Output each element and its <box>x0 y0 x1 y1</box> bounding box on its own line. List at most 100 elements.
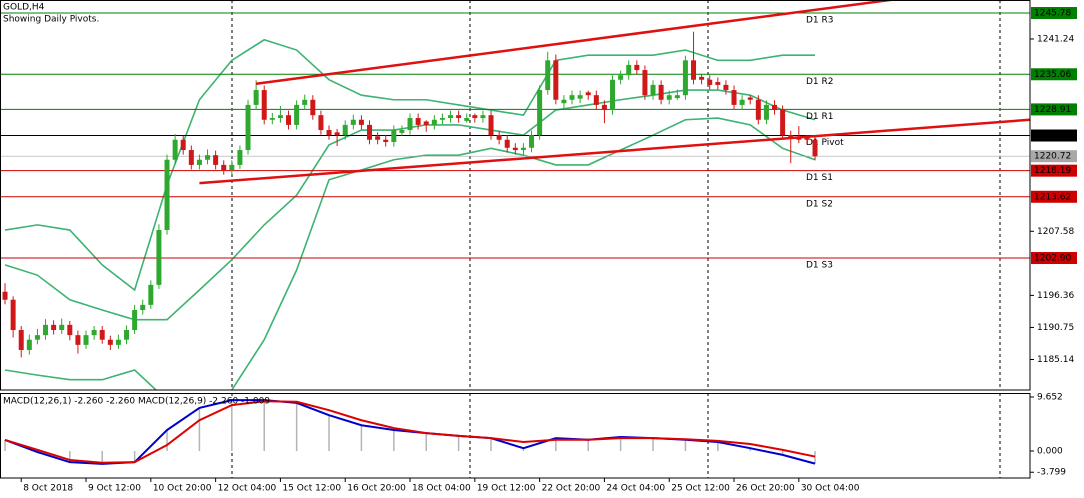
candle-body <box>739 99 745 105</box>
chart-subtitle: Showing Daily Pivots. <box>3 15 99 25</box>
trendline <box>199 118 1030 185</box>
candle-body <box>772 104 778 111</box>
candle-body <box>415 118 421 125</box>
candle-body <box>439 118 445 120</box>
candle-body <box>796 138 802 140</box>
candle-body <box>747 97 753 100</box>
candle-body <box>504 139 510 148</box>
candle-body <box>140 304 146 311</box>
candle-body <box>375 136 381 140</box>
x-tick-label: 22 Oct 20:00 <box>542 484 601 494</box>
candle-body <box>423 121 429 125</box>
candle-body <box>156 230 162 285</box>
pivot-name: D1 S3 <box>806 261 833 271</box>
pivot-price-box <box>1031 68 1077 81</box>
candle-body <box>626 64 632 76</box>
y-tick-label: 1190.75 <box>1037 323 1074 333</box>
pivot-name: D1 S2 <box>806 199 833 209</box>
candle-body <box>610 79 616 111</box>
price-frame <box>0 0 1031 391</box>
pivot-price-label: 1218.19 <box>1034 166 1071 176</box>
candle-body <box>229 164 235 171</box>
candle-body <box>277 115 283 119</box>
candle-body <box>294 104 300 125</box>
candle-body <box>448 115 454 119</box>
band-line <box>4 117 816 390</box>
candle-body <box>205 155 211 160</box>
candle-body <box>585 92 591 96</box>
candle-body <box>577 95 583 99</box>
pivot-price-label: 1228.91 <box>1034 105 1071 115</box>
pivot-price-label: 1235.06 <box>1034 70 1071 80</box>
candle-body <box>488 115 494 136</box>
candle-body <box>480 115 486 119</box>
pivot-price-box <box>1031 7 1077 20</box>
candle-body <box>326 130 332 136</box>
candle-body <box>172 139 178 160</box>
candle-body <box>358 119 364 125</box>
candle-body <box>67 324 73 336</box>
y-tick-label: 0.000 <box>1037 446 1063 456</box>
candle-body <box>682 60 688 96</box>
candle-body <box>391 130 397 143</box>
candle-body <box>561 99 567 104</box>
candle-body <box>472 115 478 119</box>
y-tick-label: 1185.14 <box>1037 355 1074 365</box>
candle-body <box>642 70 648 96</box>
x-tick-label: 24 Oct 04:00 <box>606 484 665 494</box>
candle-body <box>51 324 57 331</box>
candle-body <box>91 330 97 336</box>
pivot-price-box <box>1031 190 1077 203</box>
candle-body <box>545 60 551 91</box>
candle-body <box>302 99 308 105</box>
band-line <box>4 38 816 292</box>
pivot-name: D1 R2 <box>806 77 834 87</box>
candle-body <box>367 124 373 140</box>
y-tick-label: 1241.24 <box>1037 34 1074 44</box>
candle-body <box>520 147 526 151</box>
candle-body <box>342 124 348 136</box>
candle-body <box>164 159 170 231</box>
candle-body <box>601 104 607 111</box>
candle-body <box>245 104 251 151</box>
pivot-price-label: 1202.90 <box>1034 254 1071 264</box>
x-tick-label: 10 Oct 20:00 <box>153 484 212 494</box>
pivot-name: D1 R3 <box>806 16 834 26</box>
candle-body <box>666 95 672 100</box>
axes: 1241.24 1207.58 1196.36 1190.75 1185.14 1245.… <box>20 7 1077 494</box>
candle-body <box>593 95 599 105</box>
pivot-name: D1 Pivot <box>806 138 844 148</box>
candle-body <box>569 95 575 100</box>
chart-title: GOLD,H4 <box>3 3 45 13</box>
candle-body <box>707 79 713 85</box>
candle-body <box>99 330 105 340</box>
candle-body <box>124 330 130 340</box>
last-price-label: 1220.72 <box>1034 152 1071 162</box>
x-tick-label: 16 Oct 20:00 <box>347 484 406 494</box>
macd-frame <box>0 393 1031 479</box>
candle-body <box>431 119 437 125</box>
candle-body <box>383 139 389 143</box>
pivot-price-box <box>1031 103 1077 116</box>
x-tick-label: 19 Oct 12:00 <box>477 484 536 494</box>
candle-body <box>755 99 761 120</box>
y-tick-label: 9.652 <box>1037 393 1063 403</box>
candle-body <box>2 291 8 300</box>
candle-body <box>699 76 705 80</box>
candle-body <box>350 119 356 125</box>
candle-body <box>148 284 154 305</box>
x-tick-label: 15 Oct 12:00 <box>282 484 341 494</box>
macd-line <box>4 400 816 464</box>
candle-body <box>553 60 559 100</box>
candle-body <box>780 110 786 136</box>
last-price-box <box>1031 150 1077 163</box>
candle-body <box>43 324 49 336</box>
candle-body <box>115 339 121 345</box>
candle-body <box>188 150 194 165</box>
candle-body <box>221 164 227 171</box>
candle-body <box>731 90 737 105</box>
candle-body <box>75 335 81 345</box>
candle-body <box>237 150 243 165</box>
candle-body <box>34 335 40 340</box>
